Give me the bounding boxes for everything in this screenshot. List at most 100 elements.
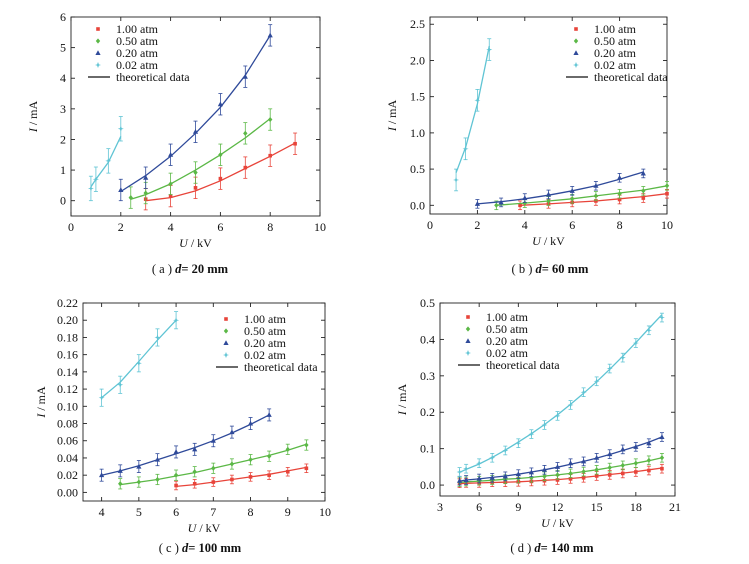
legend-label: 1.00 atm (116, 22, 159, 36)
y-tick-label: 0.18 (57, 330, 78, 344)
data-point (570, 196, 575, 202)
series-0-50-atm (128, 108, 273, 209)
data-point (607, 451, 613, 457)
series-0-20-atm (456, 432, 665, 486)
x-tick-label: 10 (319, 505, 331, 519)
data-point (285, 446, 290, 452)
data-point (456, 477, 463, 483)
plot-frame (429, 16, 668, 215)
data-point (546, 198, 551, 204)
legend-label: 0.50 atm (594, 34, 637, 48)
x-tick-label: 2 (118, 220, 124, 234)
data-point (98, 394, 105, 401)
plot-frame (82, 302, 326, 502)
data-point (555, 472, 560, 478)
legend-marker (95, 38, 101, 44)
series-0-20-atm (99, 408, 272, 482)
data-point (99, 472, 105, 478)
y-tick-label: 2.0 (410, 53, 425, 67)
x-tick-label: 15 (591, 500, 603, 514)
panel-caption: ( d ) d= 140 mm (510, 541, 594, 555)
data-point (594, 199, 598, 203)
legend-marker (573, 50, 579, 55)
data-point (498, 199, 504, 205)
data-point (641, 188, 646, 194)
legend-label: 0.02 atm (116, 58, 159, 72)
data-point (268, 116, 273, 123)
data-point (646, 457, 652, 463)
x-tick-label: 7 (210, 505, 216, 519)
data-point (476, 460, 483, 467)
data-point (242, 73, 248, 79)
x-tick-label: 9 (515, 500, 521, 514)
data-point (554, 464, 561, 469)
data-point (659, 455, 665, 461)
data-point (117, 125, 124, 132)
data-point (660, 466, 664, 471)
data-point (522, 200, 527, 206)
data-point (174, 483, 178, 488)
data-point (248, 475, 253, 479)
fit-line (176, 466, 307, 488)
x-tick-label: 4 (168, 220, 174, 234)
series-0-02-atm (87, 116, 124, 202)
data-point (293, 141, 297, 146)
series-0-02-atm (453, 38, 493, 192)
legend-label: 1.00 atm (244, 312, 287, 326)
data-point (607, 473, 612, 477)
x-tick-label: 12 (552, 500, 564, 514)
y-tick-label: 2 (60, 132, 66, 146)
data-point (664, 183, 670, 189)
x-axis-label: U / kV (532, 234, 565, 248)
y-axis-label: I / mA (385, 100, 399, 133)
fit-line (130, 118, 271, 200)
panel-d: 3 6 9 12 15 18 21 0.0 0.1 0.2 0.3 0.4 0.5 U / kV I / m… (395, 296, 681, 555)
y-tick-label: 0.1 (420, 442, 435, 456)
y-tick-label: 0.0 (420, 478, 435, 492)
data-point (541, 466, 548, 472)
legend-label: 0.50 atm (244, 324, 287, 338)
legend-marker (465, 350, 471, 356)
data-point (619, 354, 626, 361)
data-point (143, 174, 149, 180)
data-point (569, 188, 575, 193)
y-tick-label: 1.5 (410, 90, 425, 104)
y-tick-label: 0 (60, 194, 66, 208)
series-0-02-atm (456, 312, 665, 477)
legend-marker (465, 338, 471, 343)
legend-marker (573, 62, 579, 68)
data-point (554, 412, 561, 419)
data-point (658, 314, 665, 321)
data-point (529, 475, 534, 481)
data-point (647, 468, 651, 473)
data-point (640, 170, 646, 176)
legend-marker (95, 50, 101, 55)
data-point (168, 151, 174, 157)
y-tick-label: 0.3 (420, 369, 435, 383)
y-tick-label: 0.5 (420, 296, 435, 310)
data-point (665, 191, 669, 196)
data-point (617, 174, 623, 180)
y-tick-label: 0.12 (57, 382, 78, 396)
data-point (118, 481, 123, 487)
legend-marker (465, 326, 471, 332)
y-tick-label: 0.2 (420, 405, 435, 419)
y-tick-label: 0.04 (57, 451, 78, 465)
data-point (474, 201, 480, 206)
data-point (659, 434, 665, 440)
panel-b: 0 2 4 6 8 10 0.0 0.5 1.0 1.5 2.0 2.5 U / kV I / mA 1.0… (385, 16, 673, 276)
y-tick-label: 4 (60, 71, 66, 85)
data-point (528, 469, 534, 475)
data-point (620, 462, 625, 469)
y-tick-label: 1 (60, 163, 66, 177)
panel-caption: ( b ) d= 60 mm (512, 262, 589, 276)
y-tick-label: 0.06 (57, 434, 78, 448)
data-point (522, 195, 528, 201)
x-tick-label: 8 (267, 220, 273, 234)
x-tick-label: 10 (661, 218, 673, 232)
x-tick-label: 9 (285, 505, 291, 519)
x-tick-label: 6 (569, 218, 575, 232)
x-tick-label: 4 (99, 505, 105, 519)
data-point (634, 470, 638, 474)
